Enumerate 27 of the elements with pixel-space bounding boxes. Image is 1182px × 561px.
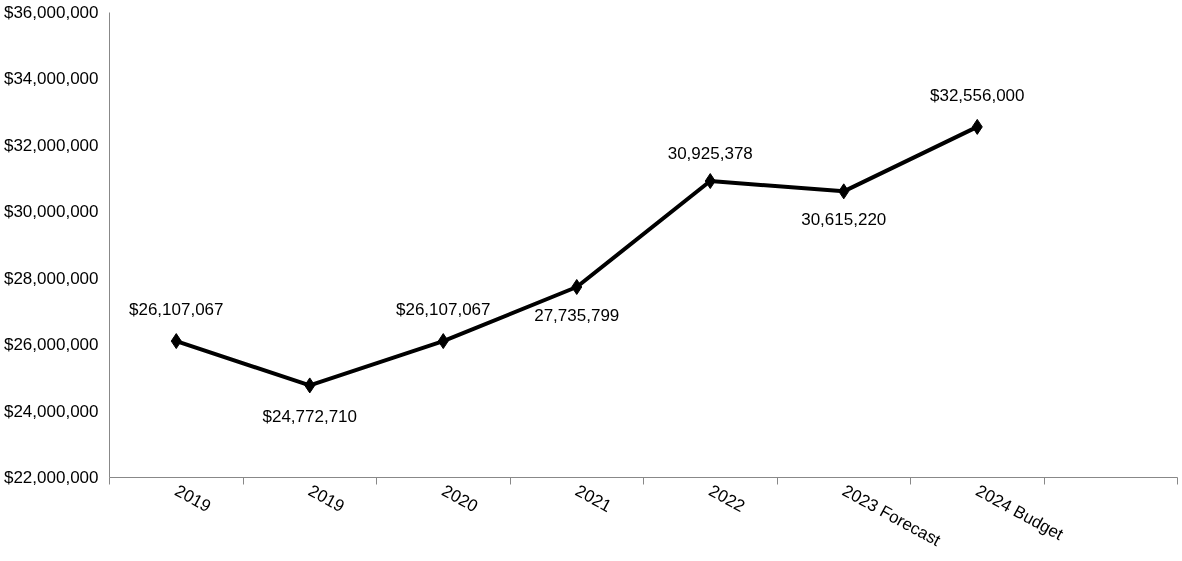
y-tick-label: $22,000,000 [3, 468, 99, 487]
y-tick-label: $24,000,000 [3, 401, 99, 421]
y-tick-label: $30,000,000 [3, 202, 99, 222]
text: $32,556,000 [929, 85, 1025, 105]
x-tick-label: 2020 [438, 481, 481, 516]
text: 30,925,378 [667, 144, 753, 164]
y-tick-label: $28,000,000 [3, 268, 99, 288]
point [170, 333, 182, 350]
x-tick-label: 2022 [705, 481, 748, 516]
x-tick-label: 2019 [305, 481, 348, 516]
point [304, 377, 316, 394]
y-tick-label: $32,000,000 [3, 135, 99, 155]
y-tick-label: $34,000,000 [3, 69, 99, 89]
y-tick-label: $26,000,000 [3, 335, 99, 355]
text: $26,107,067 [128, 300, 224, 320]
x-tick-label: 2021 [572, 481, 615, 516]
y-tick-label: $36,000,000 [3, 3, 99, 22]
point [571, 278, 583, 295]
text: $26,107,067 [395, 300, 491, 320]
point [704, 173, 716, 190]
x-tick-label: 2019 [171, 481, 214, 516]
point [971, 118, 983, 135]
text: $24,772,710 [262, 407, 358, 427]
point [437, 333, 449, 350]
text: 27,735,799 [534, 305, 620, 325]
point [838, 183, 850, 200]
text: 30,615,220 [801, 210, 887, 230]
